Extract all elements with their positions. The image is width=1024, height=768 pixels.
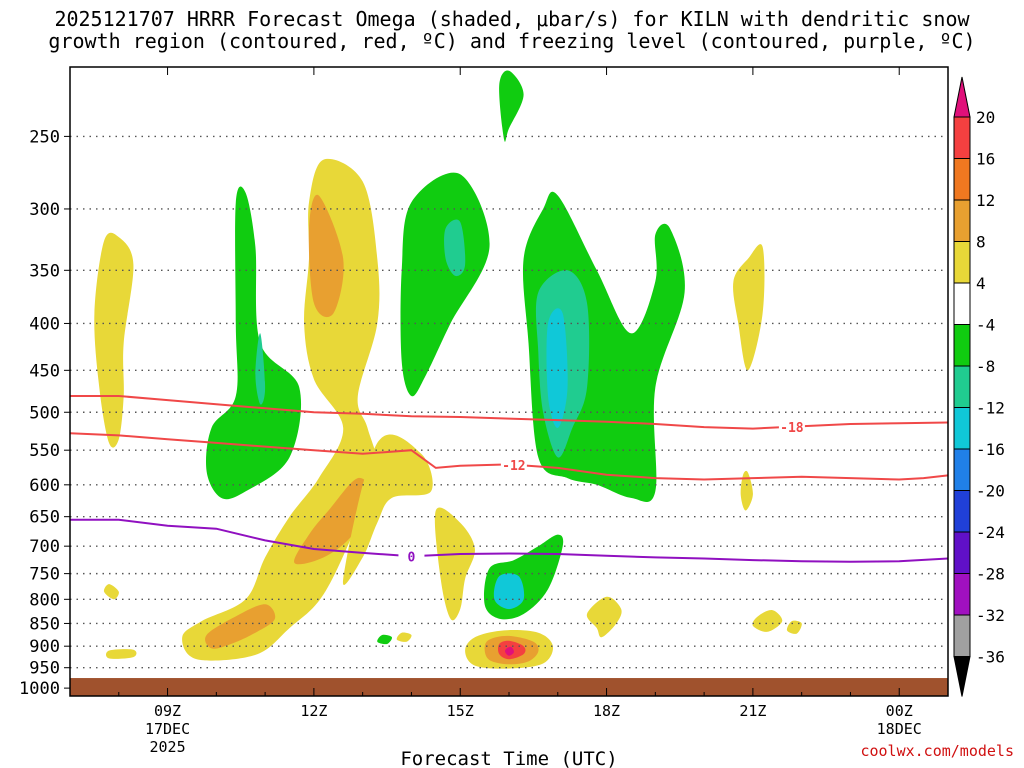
contour-label-minus-18: -18	[780, 421, 804, 436]
colorbar-bin-13	[953, 614, 971, 657]
omega-region-cyan-d	[546, 308, 568, 428]
omega-region-yellow-l	[396, 632, 412, 642]
colorbar-bin-7	[953, 365, 971, 408]
x-tick-date-00Z: 18DEC	[877, 720, 922, 738]
colorbar-bin-4	[953, 241, 971, 284]
y-tick-label-550: 550	[29, 441, 60, 461]
omega-region-yellow-a	[94, 232, 134, 448]
colorbar-bin-2	[953, 158, 971, 201]
omega-region-green-n	[377, 634, 393, 645]
chart-title: 2025121707 HRRR Forecast Omega (shaded, …	[0, 8, 1024, 52]
colorbar-label-4: 4	[976, 274, 986, 293]
ground-fill	[70, 678, 948, 696]
omega-region-green-b	[400, 172, 490, 397]
omega-region-magenta-f	[504, 646, 514, 656]
y-tick-label-950: 950	[29, 659, 60, 679]
colorbar-label-11: -28	[976, 565, 1005, 584]
colorbar-label-13: -36	[976, 648, 1005, 667]
colorbar-top-triangle	[953, 76, 971, 118]
y-tick-label-300: 300	[29, 200, 60, 220]
colorbar-label-1: 16	[976, 150, 995, 169]
y-tick-label-900: 900	[29, 637, 60, 657]
y-tick-label-250: 250	[29, 127, 60, 147]
omega-region-teal-b	[444, 219, 466, 277]
colorbar-bin-3	[953, 199, 971, 242]
colorbar-label-9: -20	[976, 482, 1005, 501]
omega-region-yellow-k	[106, 649, 137, 659]
colorbar-label-7: -12	[976, 399, 1005, 418]
x-tick-label-12Z: 12Z	[300, 702, 327, 720]
colorbar: 20 16 12 8 4 -4 -8 -12 -16 -20 -24 -28 -32 -36	[953, 76, 1005, 697]
y-tick-label-750: 750	[29, 565, 60, 585]
colorbar-label-10: -24	[976, 523, 1005, 542]
colorbar-label-12: -32	[976, 606, 1005, 625]
contours: -18 -12 0	[70, 395, 948, 565]
y-tick-label-350: 350	[29, 261, 60, 281]
chart-title-line-2: growth region (contoured, red, ºC) and f…	[48, 29, 976, 53]
omega-region-yellow-i	[740, 470, 753, 511]
y-tick-label-450: 450	[29, 361, 60, 381]
colorbar-label-0: 20	[976, 108, 995, 127]
omega-region-orange-b2	[294, 477, 373, 565]
y-tick-label-700: 700	[29, 537, 60, 557]
y-axis: 250 300 350 400 450 500 550 600 650 700 750 800 850 9…	[19, 127, 70, 699]
contour-zero	[70, 518, 948, 563]
omega-region-yellow-h	[733, 244, 765, 371]
omega-region-yellow-o	[752, 610, 783, 632]
y-tick-label-800: 800	[29, 590, 60, 610]
y-tick-label-1000: 1000	[19, 679, 60, 699]
x-tick-label-15Z: 15Z	[447, 702, 474, 720]
colorbar-label-2: 12	[976, 191, 995, 210]
y-tick-label-850: 850	[29, 614, 60, 634]
colorbar-label-6: -8	[976, 357, 995, 376]
omega-region-teal-a	[255, 333, 266, 405]
x-tick-label-09Z: 09Z	[154, 702, 181, 720]
omega-region-orange-b3	[205, 604, 276, 649]
colorbar-bin-10	[953, 490, 971, 533]
x-tick-label-21Z: 21Z	[739, 702, 766, 720]
colorbar-bin-6	[953, 324, 971, 367]
y-tick-label-400: 400	[29, 314, 60, 334]
colorbar-bin-5	[953, 282, 971, 325]
omega-region-yellow-j	[103, 584, 119, 600]
y-tick-label-600: 600	[29, 476, 60, 496]
omega-region-green-a	[206, 186, 302, 500]
contour-label-zero: 0	[408, 550, 416, 565]
credit-text: coolwx.com/models	[860, 742, 1014, 760]
colorbar-bin-8	[953, 407, 971, 450]
contour-label-bg-minus-12	[500, 457, 527, 472]
contour-label-bg-minus-18	[778, 419, 805, 434]
colorbar-bottom-triangle	[953, 656, 971, 697]
colorbar-bin-11	[953, 531, 971, 574]
colorbar-bin-1	[953, 116, 971, 159]
x-tick-label-18Z: 18Z	[593, 702, 620, 720]
chart-title-line-1: 2025121707 HRRR Forecast Omega (shaded, …	[54, 7, 970, 31]
y-tick-label-500: 500	[29, 403, 60, 423]
colorbar-label-3: 8	[976, 233, 986, 252]
colorbar-bin-9	[953, 448, 971, 491]
omega-region-yellow-d	[434, 507, 475, 621]
omega-region-yellow-c	[342, 434, 433, 585]
contour-label-minus-12: -12	[502, 459, 525, 474]
colorbar-bin-12	[953, 573, 971, 616]
x-tick-label-00Z: 00Z	[886, 702, 913, 720]
omega-region-cyan-e	[493, 573, 525, 610]
omega-shading	[94, 70, 802, 669]
x-tick-date-09Z: 17DEC	[145, 720, 190, 738]
contour-label-bg-zero	[398, 549, 425, 564]
x-tick-year-09Z: 2025	[149, 738, 185, 756]
colorbar-label-8: -16	[976, 440, 1005, 459]
colorbar-label-5: -4	[976, 316, 995, 335]
x-axis-label: Forecast Time (UTC)	[400, 748, 617, 768]
y-tick-label-650: 650	[29, 508, 60, 528]
omega-region-green-c	[499, 70, 524, 142]
omega-region-yellow-g	[586, 596, 622, 638]
omega-region-orange-b1	[308, 194, 344, 318]
